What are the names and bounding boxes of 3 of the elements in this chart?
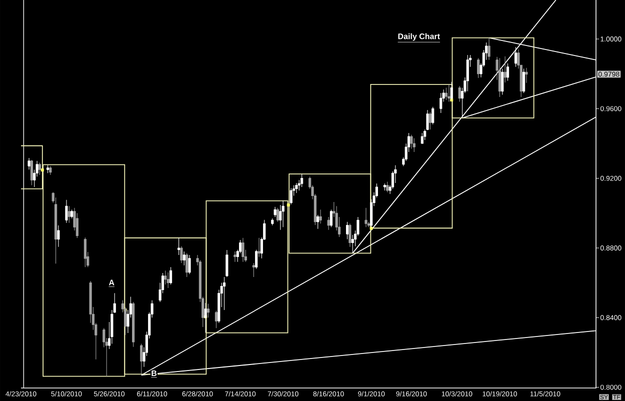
annotation: B — [152, 370, 157, 376]
text: Daily Chart — [398, 33, 440, 41]
annotation: A — [108, 280, 114, 286]
